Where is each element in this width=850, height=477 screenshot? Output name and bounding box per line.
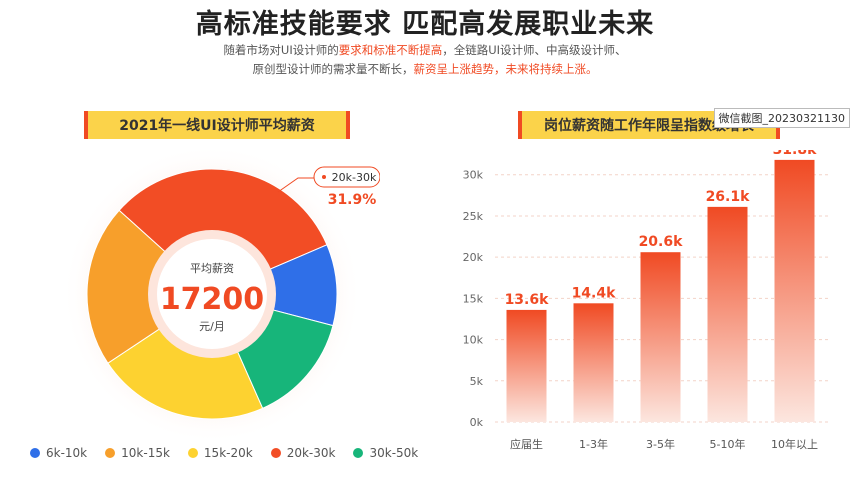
legend-dot	[270, 448, 281, 458]
legend-dot	[30, 448, 40, 458]
legend-item: 30k-50k	[353, 446, 418, 460]
sub1-c: ，全链路UI设计师、中高级设计师、	[442, 43, 627, 57]
y-tick-label: 0k	[470, 416, 484, 429]
legend-label: 20k-30k	[286, 446, 336, 460]
legend-dot	[105, 448, 116, 458]
pie-chart-title: 2021年一线UI设计师平均薪资	[119, 118, 315, 134]
callout-value: 31.9%	[328, 192, 377, 208]
bar-1-3年	[573, 303, 614, 422]
legend-label: 15k-20k	[203, 446, 253, 460]
callout-pill	[313, 166, 380, 188]
x-tick-label: 3-5年	[646, 437, 675, 451]
y-tick-label: 5k	[470, 375, 484, 388]
x-tick-label: 应届生	[510, 437, 543, 451]
y-tick-label: 10k	[463, 334, 484, 347]
bar-marks: 13.6k 应届生 14.4k 1-3年 20.6k 3-5年 26.1k 5-10年 31.8…	[505, 150, 818, 451]
sub1-a: 随着市场对UI设计师的	[223, 43, 339, 57]
callout-dot	[322, 175, 326, 179]
y-tick-label: 30k	[463, 169, 484, 182]
legend-dot	[187, 448, 198, 458]
legend-item: 15k-20k	[187, 446, 253, 460]
legend-item: 10k-15k	[105, 446, 170, 460]
subtitle-line-1: 随着市场对UI设计师的要求和标准不断提高，全链路UI设计师、中高级设计师、	[0, 42, 850, 58]
bar-3-5年	[640, 252, 681, 422]
legend-label: 6k-10k	[46, 446, 88, 460]
x-tick-label: 5-10年	[710, 437, 746, 451]
bar-10年以上	[774, 159, 815, 422]
sub2-a: 原创型设计师的需求量不断长，	[252, 62, 414, 76]
bar-chart-title: 岗位薪资随工作年限呈指数级增长	[544, 118, 754, 134]
legend-dot	[353, 448, 364, 458]
callout-line	[277, 177, 316, 193]
bar-value-label: 20.6k	[639, 234, 684, 250]
subtitle-line-2: 原创型设计师的需求量不断长，薪资呈上涨趋势，未来将持续上涨。	[0, 61, 850, 77]
legend-label: 10k-15k	[121, 446, 170, 460]
bar-5-10年	[707, 206, 748, 422]
bar-应届生	[506, 309, 547, 422]
bar-chart: 0k 5k 10k 15k 20k 25k 30k 13.6k 应届生 14.4k 1-3年 20.…	[463, 150, 830, 451]
pie-legend: 6k-10k 10k-15k 15k-20k 20k-30k 30k-50k	[30, 446, 418, 460]
y-tick-label: 15k	[463, 292, 484, 305]
page-title: 高标准技能要求 匹配高发展职业未来	[195, 9, 655, 40]
sub2-b: 薪资呈上涨趋势，未来将持续上涨。	[413, 62, 598, 76]
bar-value-label: 26.1k	[706, 189, 751, 205]
y-tick-label: 20k	[463, 251, 484, 264]
bar-value-label: 13.6k	[505, 292, 550, 308]
legend-item: 20k-30k	[270, 446, 336, 460]
pie-chart: 平均薪资 17200 元/月 20k-30k 31.9%	[62, 150, 380, 440]
center-value: 17200	[160, 282, 264, 317]
bar-grid: 0k 5k 10k 15k 20k 25k 30k	[463, 169, 830, 429]
center-unit: 元/月	[199, 320, 225, 333]
legend-item: 6k-10k	[30, 446, 87, 460]
screenshot-filename-tooltip: 微信截图_20230321130	[713, 108, 850, 128]
pie-chart-banner: 2021年一线UI设计师平均薪资	[84, 111, 350, 139]
x-tick-label: 1-3年	[579, 437, 608, 451]
pie-hole	[157, 239, 267, 349]
x-tick-label: 10年以上	[771, 437, 818, 451]
center-label: 平均薪资	[190, 262, 234, 275]
bar-value-label: 31.8k	[773, 150, 818, 158]
callout-label: 20k-30k	[332, 171, 377, 184]
legend-label: 30k-50k	[369, 446, 419, 460]
bar-value-label: 14.4k	[572, 285, 617, 301]
sub1-b: 要求和标准不断提高	[338, 43, 443, 57]
y-tick-label: 25k	[463, 210, 484, 223]
